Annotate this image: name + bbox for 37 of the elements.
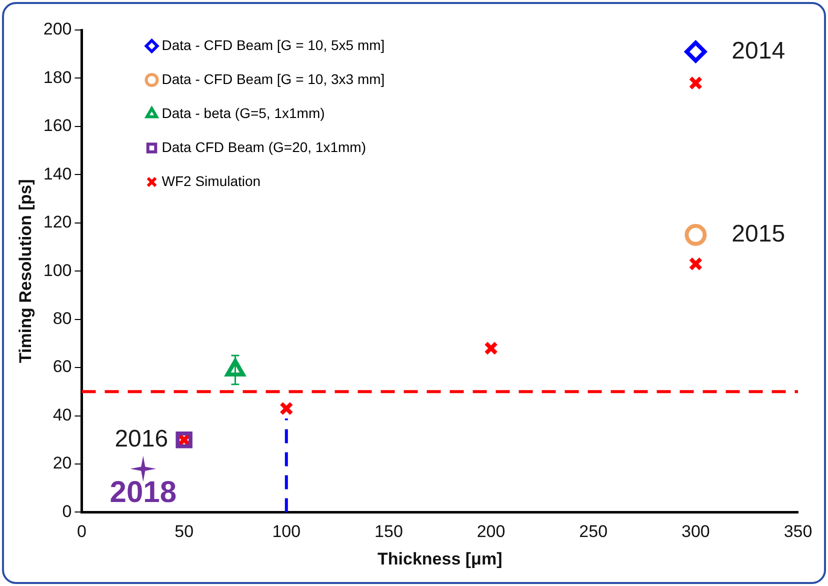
annotation: 2014	[732, 37, 786, 64]
y-tick-label: 100	[43, 260, 72, 280]
point	[684, 224, 707, 246]
x-axis-title: Thickness [μm]	[378, 549, 502, 568]
point	[688, 76, 703, 90]
y-axis-title: Timing Resolution [ps]	[16, 179, 35, 364]
annotation: 2016	[114, 425, 168, 452]
y-tick-label: 40	[52, 405, 72, 424]
y-tick-label: 0	[62, 502, 72, 521]
x-tick-label: 0	[77, 522, 86, 542]
point	[688, 256, 703, 271]
legend-label: Data CFD Beam (G=20, 1x1mm)	[162, 138, 366, 155]
annotation: 2015	[732, 220, 786, 248]
legend-label: Data - beta (G=5, 1x1mm)	[162, 104, 325, 121]
point	[484, 341, 498, 356]
y-tick-label: 120	[43, 212, 72, 232]
legend-label: Data - CFD Beam [G = 10, 5x5 mm]	[162, 36, 385, 53]
x-tick-label: 250	[579, 522, 608, 542]
annotation: 2018	[110, 476, 177, 510]
point	[279, 402, 294, 416]
legend-label: WF2 Simulation	[162, 172, 261, 189]
legend-label: Data - CFD Beam [G = 10, 3x3 mm]	[162, 70, 385, 87]
y-tick-label: 200	[43, 20, 72, 39]
point	[684, 40, 707, 63]
y-tick-label: 80	[52, 309, 72, 328]
y-tick-label: 60	[52, 357, 72, 376]
x-tick-label: 300	[681, 522, 710, 542]
x-tick-label: 350	[784, 522, 812, 542]
y-tick-label: 160	[43, 116, 72, 136]
y-tick-label: 180	[43, 68, 72, 87]
x-tick-label: 200	[476, 522, 506, 542]
point	[130, 456, 156, 482]
x-tick-label: 150	[374, 522, 403, 542]
y-tick-label: 20	[52, 454, 72, 473]
y-tick-label: 140	[43, 164, 72, 184]
x-tick-label: 100	[272, 522, 301, 542]
x-tick-label: 50	[174, 522, 194, 542]
